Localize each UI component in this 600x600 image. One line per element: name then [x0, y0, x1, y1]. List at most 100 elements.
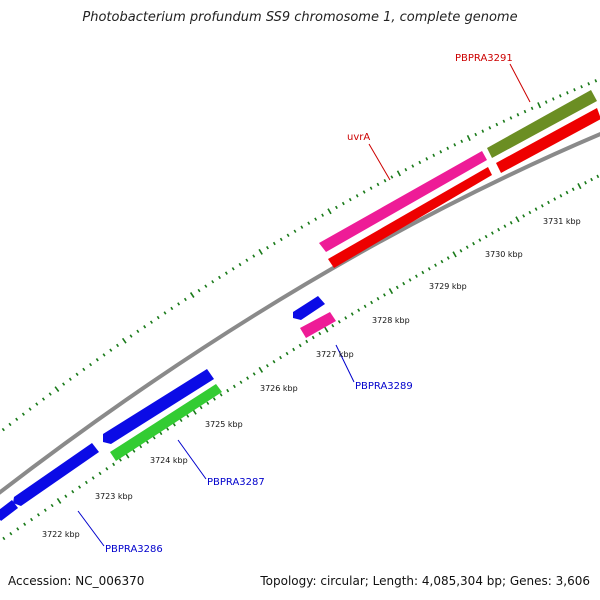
- scale-labels: 3722 kbp 3723 kbp 3724 kbp 3725 kbp 3726…: [42, 217, 581, 539]
- tick-mark: [465, 245, 469, 249]
- scale-label: 3725 kbp: [205, 420, 243, 429]
- tick-mark: [488, 126, 492, 130]
- inner-tick-ring: [2, 174, 600, 541]
- tick-mark: [509, 116, 513, 120]
- feature-blue-4[interactable]: [293, 296, 325, 320]
- tick-mark: [497, 227, 501, 232]
- tick-mark: [587, 82, 591, 86]
- tick-mark: [172, 422, 176, 427]
- tick-mark: [321, 213, 325, 217]
- tick-mark: [472, 241, 475, 246]
- tick-mark: [324, 326, 329, 333]
- feature-green-pbpra3287[interactable]: [110, 384, 222, 461]
- tick-mark: [530, 106, 534, 111]
- tick-mark: [395, 285, 399, 290]
- tick-mark: [212, 397, 216, 401]
- tick-mark: [50, 503, 54, 508]
- callout-line-pbpra3286: [77, 510, 105, 547]
- tick-mark: [376, 182, 380, 187]
- tick-mark: [425, 157, 429, 161]
- callout-lines: [77, 63, 531, 547]
- tick-mark: [231, 267, 235, 271]
- tick-mark: [314, 217, 318, 221]
- feature-red-2[interactable]: [496, 108, 600, 173]
- tick-mark: [166, 427, 170, 431]
- tick-mark: [547, 200, 550, 205]
- tick-mark: [272, 359, 276, 364]
- tick-mark: [594, 79, 598, 83]
- tick-mark: [292, 347, 296, 352]
- tick-mark: [355, 194, 359, 198]
- feature-blue-pbpra3286[interactable]: [13, 443, 99, 506]
- tick-mark: [337, 320, 341, 324]
- tick-mark: [390, 175, 394, 179]
- feature-red-1[interactable]: [328, 167, 492, 268]
- tick-mark: [143, 325, 147, 329]
- tick-mark: [204, 284, 208, 288]
- forward-feature-track: [0, 90, 597, 521]
- tick-mark: [252, 254, 256, 258]
- callout-line-uvra: [368, 143, 391, 181]
- gene-label-uvra[interactable]: uvrA: [347, 132, 370, 143]
- tick-mark: [118, 458, 122, 462]
- tick-mark: [62, 382, 66, 386]
- tick-mark: [56, 497, 62, 504]
- tick-mark: [484, 234, 488, 239]
- feature-blue-1[interactable]: [0, 500, 18, 521]
- feature-blue-3[interactable]: [103, 369, 214, 444]
- scale-label: 3723 kbp: [95, 492, 133, 501]
- gene-label-pbpra3286[interactable]: PBPRA3286: [105, 544, 163, 555]
- gene-label-pbpra3287[interactable]: PBPRA3287: [207, 477, 265, 488]
- tick-mark: [580, 85, 583, 89]
- tick-mark: [48, 392, 52, 396]
- tick-mark: [544, 100, 548, 104]
- feature-magenta-pbpra3289[interactable]: [300, 312, 336, 338]
- tick-mark: [327, 208, 332, 215]
- tick-mark: [440, 259, 444, 264]
- tick-mark: [95, 358, 99, 362]
- tick-mark: [145, 440, 149, 444]
- tick-mark: [163, 311, 167, 315]
- tick-mark: [553, 197, 557, 201]
- tick-mark: [466, 134, 471, 142]
- gene-label-pbpra3289[interactable]: PBPRA3289: [355, 381, 413, 392]
- tick-mark: [452, 251, 457, 258]
- callout-line-pbpra3289: [335, 344, 355, 383]
- tick-mark: [258, 366, 264, 373]
- feature-magenta-uvra[interactable]: [319, 151, 487, 252]
- tick-mark: [318, 331, 322, 336]
- tick-mark: [432, 153, 436, 158]
- tick-mark: [116, 343, 120, 348]
- tick-mark: [156, 315, 160, 320]
- tick-mark: [388, 288, 394, 295]
- tick-mark: [15, 417, 19, 421]
- tick-mark: [348, 197, 352, 202]
- tick-mark: [446, 256, 450, 260]
- feature-olive-pbpra3291[interactable]: [487, 90, 597, 158]
- tick-mark: [170, 306, 174, 311]
- tick-mark: [293, 229, 297, 233]
- callout-line-pbpra3291: [509, 63, 531, 103]
- tick-mark: [566, 91, 569, 95]
- tick-mark: [571, 187, 575, 191]
- tick-mark: [516, 113, 520, 117]
- tick-mark: [28, 407, 32, 411]
- tick-mark: [197, 288, 201, 293]
- tick-mark: [159, 431, 163, 436]
- callout-line-pbpra3287: [177, 439, 207, 480]
- tick-mark: [460, 139, 464, 144]
- tick-mark: [75, 372, 79, 376]
- gene-label-pbpra3291[interactable]: PBPRA3291: [455, 53, 513, 64]
- tick-mark: [596, 174, 600, 179]
- tick-mark: [109, 348, 113, 352]
- tick-mark: [453, 143, 457, 147]
- tick-mark: [112, 462, 116, 467]
- tick-mark: [370, 300, 374, 305]
- tick-mark: [84, 480, 88, 485]
- tick-mark: [218, 275, 221, 280]
- tick-mark: [91, 476, 95, 480]
- tick-mark: [478, 238, 482, 242]
- tick-mark: [258, 248, 263, 255]
- tick-mark: [305, 339, 309, 344]
